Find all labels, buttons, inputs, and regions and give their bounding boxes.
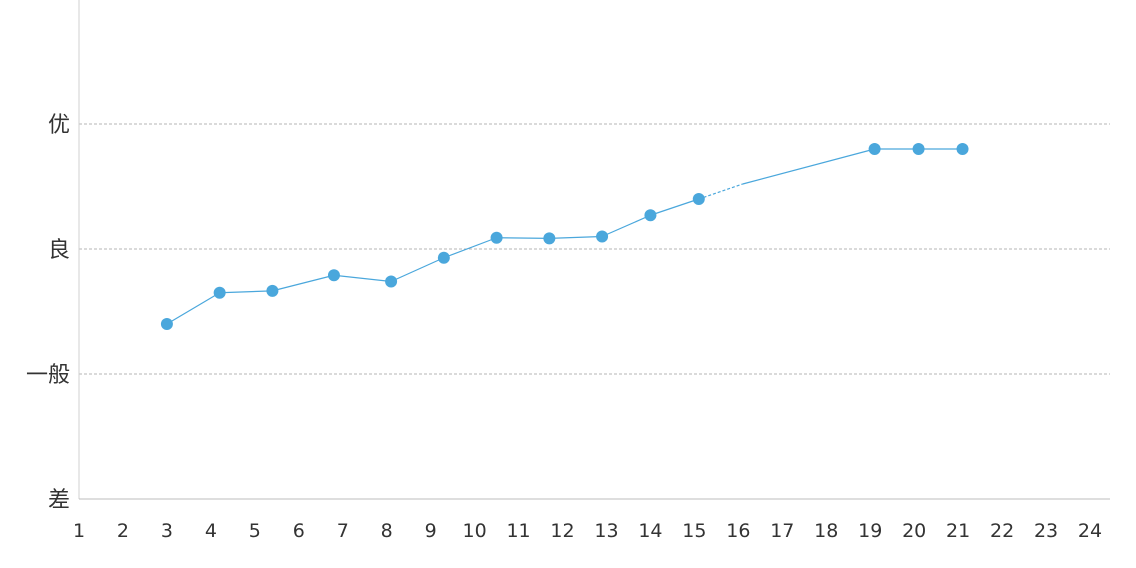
series-segment (166, 292, 220, 325)
series-group (166, 148, 963, 325)
x-tick-label: 2 (117, 520, 129, 542)
data-point (596, 230, 609, 243)
data-point (692, 193, 705, 205)
series-segment (333, 274, 392, 283)
x-tick-label: 24 (1078, 520, 1102, 542)
x-tick-labels: 1 2 3 4 5 6 7 8 9 10 11 12 13 14 15 16 17 18 19 20 21 22 23 24 (73, 520, 1102, 542)
y-tick-label: 良 (48, 238, 70, 263)
data-point (213, 286, 226, 299)
data-point (327, 269, 340, 282)
x-tick-label: 11 (506, 520, 530, 542)
series-segment (601, 214, 651, 238)
series-segment (390, 257, 445, 283)
x-tick-label: 9 (425, 520, 437, 542)
series-segment (496, 237, 550, 239)
data-point (385, 275, 398, 288)
x-tick-label: 10 (463, 520, 487, 542)
y-tick-label: 一般 (26, 363, 70, 388)
data-point (437, 251, 450, 264)
data-point (912, 143, 925, 155)
series-segment (742, 148, 875, 185)
x-tick-label: 19 (858, 520, 882, 542)
data-point (490, 231, 503, 244)
series-segment (549, 235, 603, 239)
data-point (868, 143, 881, 155)
series-segment (698, 183, 743, 200)
x-tick-label: 20 (902, 520, 926, 542)
x-tick-label: 21 (946, 520, 970, 542)
x-tick-label: 12 (550, 520, 574, 542)
x-tick-label: 17 (770, 520, 794, 542)
x-tick-label: 23 (1034, 520, 1058, 542)
x-tick-label: 5 (249, 520, 261, 542)
x-tick-label: 1 (73, 520, 85, 542)
y-tick-labels: 差 一般 良 优 (26, 113, 70, 513)
y-tick-label: 优 (48, 113, 70, 138)
x-tick-label: 4 (205, 520, 217, 542)
x-tick-label: 14 (638, 520, 662, 542)
data-point (160, 318, 173, 330)
x-tick-label: 18 (814, 520, 838, 542)
x-tick-label: 6 (293, 520, 305, 542)
series-segment (443, 237, 497, 259)
grid-lines (79, 123, 1110, 375)
y-tick-label: 差 (48, 488, 70, 513)
data-point (543, 232, 556, 245)
series-segment (272, 274, 335, 292)
x-tick-label: 3 (161, 520, 173, 542)
x-tick-label: 8 (381, 520, 393, 542)
points-group (160, 143, 969, 330)
x-tick-label: 22 (990, 520, 1014, 542)
x-tick-label: 13 (594, 520, 618, 542)
axes (78, 0, 1110, 500)
data-point (644, 209, 657, 222)
data-point (266, 284, 279, 297)
x-tick-label: 15 (682, 520, 706, 542)
x-tick-label: 7 (337, 520, 349, 542)
series-segment (650, 198, 699, 216)
x-tick-label: 16 (726, 520, 750, 542)
data-point (956, 143, 969, 155)
series-segment (219, 290, 273, 294)
